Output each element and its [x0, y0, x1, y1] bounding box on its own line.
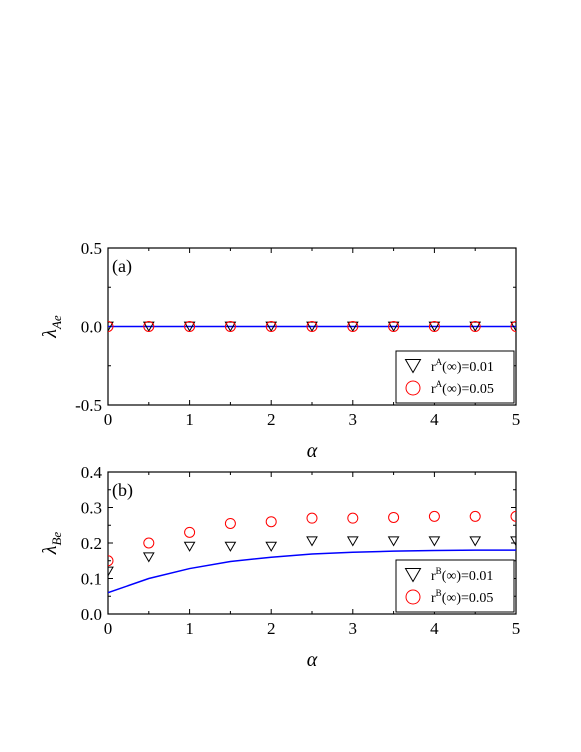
- data-point-circle: [428, 321, 440, 332]
- chart-panel-b: 0 1 2 3 4 5 0.0 0.1 0.2 0.3 0.4 (b) rB(∞)=0.01 rB(∞)=…: [39, 463, 521, 671]
- x-tick-label: 4: [430, 619, 439, 638]
- x-tick-label: 1: [185, 619, 194, 638]
- data-point-triangle: [142, 552, 155, 563]
- y-axis-label: λBe: [39, 532, 64, 556]
- data-point-triangle: [428, 536, 441, 547]
- y-tick-label: 0.1: [81, 570, 102, 589]
- data-point-triangle: [265, 321, 278, 332]
- data-point-circle: [108, 555, 114, 567]
- data-point-triangle: [224, 541, 237, 552]
- data-point-triangle: [469, 321, 482, 332]
- y-tick-label: 0.3: [81, 499, 102, 518]
- data-point-circle: [428, 510, 440, 522]
- data-point-circle: [347, 321, 359, 332]
- data-point-circle: [265, 321, 277, 332]
- chart-panel-a: 0 1 2 3 4 5 -0.5 0.0 0.5 (a) rA(∞)=0.01 rA(∞)=0.05 α…: [39, 239, 521, 462]
- legend-marker-triangle: [404, 568, 422, 583]
- x-tick-label: 4: [430, 410, 439, 429]
- y-tick-label: 0.2: [81, 534, 102, 553]
- x-tick-label: 0: [104, 619, 113, 638]
- data-point-circle: [143, 537, 155, 549]
- y-tick-label: 0.0: [81, 318, 102, 337]
- data-point-circle: [306, 512, 318, 524]
- data-point-triangle: [346, 536, 359, 547]
- x-tick-label: 2: [267, 619, 276, 638]
- y-tick-label: 0.4: [81, 463, 103, 482]
- legend-label: rA(∞)=0.05: [431, 379, 494, 397]
- data-point-circle: [265, 516, 277, 528]
- data-point-triangle: [142, 321, 155, 332]
- data-point-triangle: [265, 541, 278, 552]
- x-tick-label: 2: [267, 410, 276, 429]
- panel-label: (b): [112, 480, 133, 501]
- y-axis-label: λAe: [39, 315, 64, 339]
- data-point-triangle: [306, 536, 318, 547]
- data-point-circle: [388, 321, 400, 332]
- plot-area: [108, 321, 516, 332]
- x-tick-label: 5: [512, 619, 521, 638]
- x-tick-label: 5: [512, 410, 521, 429]
- x-axis-label: α: [307, 440, 318, 462]
- data-point-triangle: [469, 536, 482, 547]
- data-point-triangle: [346, 321, 359, 332]
- legend-label: rB(∞)=0.05: [431, 588, 493, 606]
- data-point-triangle: [387, 536, 400, 547]
- x-axis-label: α: [307, 649, 318, 671]
- data-point-circle: [306, 321, 318, 332]
- y-tick-label: 0.0: [81, 605, 102, 624]
- y-tick-label: 0.5: [81, 239, 102, 258]
- data-point-circle: [469, 321, 481, 332]
- legend-marker-circle: [405, 380, 421, 396]
- plot-area: [108, 510, 516, 594]
- data-point-circle: [388, 511, 400, 523]
- data-point-triangle: [183, 541, 196, 552]
- data-point-triangle: [183, 321, 196, 332]
- data-point-triangle: [108, 566, 114, 577]
- legend-marker-triangle: [404, 359, 422, 374]
- data-point-triangle: [428, 321, 441, 332]
- x-tick-label: 0: [104, 410, 113, 429]
- legend-label: rA(∞)=0.01: [431, 357, 494, 375]
- data-point-circle: [224, 321, 236, 332]
- data-point-circle: [184, 321, 196, 332]
- data-point-triangle: [510, 321, 516, 332]
- data-point-circle: [510, 510, 516, 522]
- data-point-circle: [510, 321, 516, 332]
- data-point-triangle: [108, 321, 114, 332]
- data-point-triangle: [306, 321, 318, 332]
- y-tick-label: -0.5: [75, 396, 102, 415]
- data-point-circle: [469, 510, 481, 522]
- x-tick-label: 3: [349, 410, 358, 429]
- legend-label: rB(∞)=0.01: [431, 566, 493, 584]
- data-point-circle: [108, 321, 114, 332]
- data-point-triangle: [387, 321, 400, 332]
- data-point-circle: [143, 321, 155, 332]
- data-point-triangle: [224, 321, 237, 332]
- x-tick-label: 3: [349, 619, 358, 638]
- legend-marker-circle: [405, 589, 421, 605]
- data-point-circle: [224, 517, 236, 529]
- x-tick-label: 1: [185, 410, 194, 429]
- panel-label: (a): [112, 256, 132, 277]
- model-curve: [108, 549, 516, 594]
- data-point-triangle: [510, 536, 516, 547]
- data-point-circle: [184, 526, 196, 538]
- data-point-circle: [347, 512, 359, 524]
